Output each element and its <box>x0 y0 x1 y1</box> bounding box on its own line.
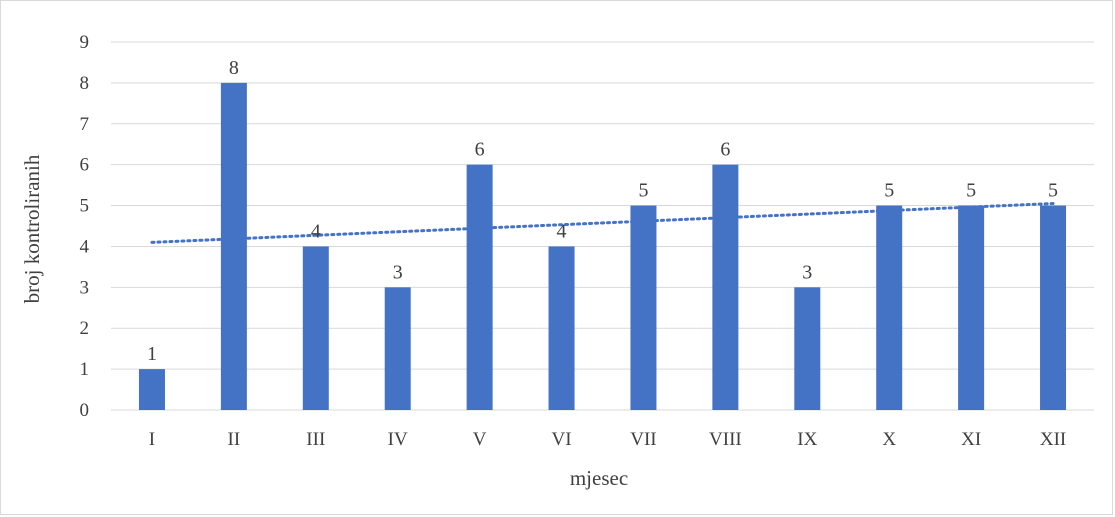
trendline <box>150 202 1055 244</box>
y-tick-label: 4 <box>80 236 90 257</box>
bars <box>138 82 1067 410</box>
y-tick-label: 5 <box>80 196 90 217</box>
x-tick-label: VIII <box>709 429 742 450</box>
data-label: 5 <box>638 180 648 202</box>
bar-III <box>302 246 329 410</box>
x-axis-title: mjesec <box>570 466 628 490</box>
x-axis-ticks: I II III IV V VI VII VIII IX X XI XII <box>149 429 1066 450</box>
y-tick-label: 3 <box>80 277 90 298</box>
bar-IV <box>384 287 411 410</box>
bar-X <box>876 205 903 410</box>
x-tick-label: XI <box>961 429 981 450</box>
trendline-line <box>150 202 1055 244</box>
bar-VII <box>630 205 657 410</box>
y-tick-label: 8 <box>80 73 90 94</box>
data-label: 3 <box>802 261 812 283</box>
x-tick-label: III <box>306 429 325 450</box>
x-tick-label: IX <box>797 429 817 450</box>
bar-XII <box>1040 205 1067 410</box>
gridlines <box>111 41 1094 411</box>
x-tick-label: V <box>473 429 487 450</box>
y-tick-label: 2 <box>80 318 90 339</box>
data-label: 4 <box>557 220 567 242</box>
data-label: 1 <box>147 343 157 365</box>
bar-XI <box>958 205 985 410</box>
y-axis-title: broj kontroliranih <box>20 154 44 303</box>
x-tick-label: I <box>149 429 155 450</box>
y-tick-label: 0 <box>80 400 90 421</box>
y-tick-label: 6 <box>80 155 90 176</box>
data-label: 3 <box>393 261 403 283</box>
bar-IX <box>794 287 821 410</box>
bar-V <box>466 164 493 410</box>
data-label: 5 <box>966 180 976 202</box>
y-axis-ticks: 0 1 2 3 4 5 6 7 8 9 <box>80 32 90 421</box>
data-label: 6 <box>475 139 485 161</box>
y-tick-label: 7 <box>80 114 90 135</box>
bar-II <box>220 82 247 410</box>
bar-I <box>138 369 165 410</box>
x-tick-label: X <box>882 429 896 450</box>
y-tick-label: 1 <box>80 359 90 380</box>
x-tick-label: II <box>228 429 241 450</box>
x-tick-label: VII <box>630 429 656 450</box>
x-tick-label: VI <box>552 429 572 450</box>
x-tick-label: XII <box>1040 429 1066 450</box>
bar-VI <box>548 246 575 410</box>
data-labels: 1 8 4 3 6 4 5 6 3 5 5 5 <box>147 57 1058 365</box>
data-label: 4 <box>311 220 321 242</box>
data-label: 5 <box>884 180 894 202</box>
y-tick-label: 9 <box>80 32 90 53</box>
data-label: 5 <box>1048 180 1058 202</box>
bar-VIII <box>712 164 739 410</box>
data-label: 6 <box>720 139 730 161</box>
x-tick-label: IV <box>388 429 408 450</box>
data-label: 8 <box>229 57 239 79</box>
